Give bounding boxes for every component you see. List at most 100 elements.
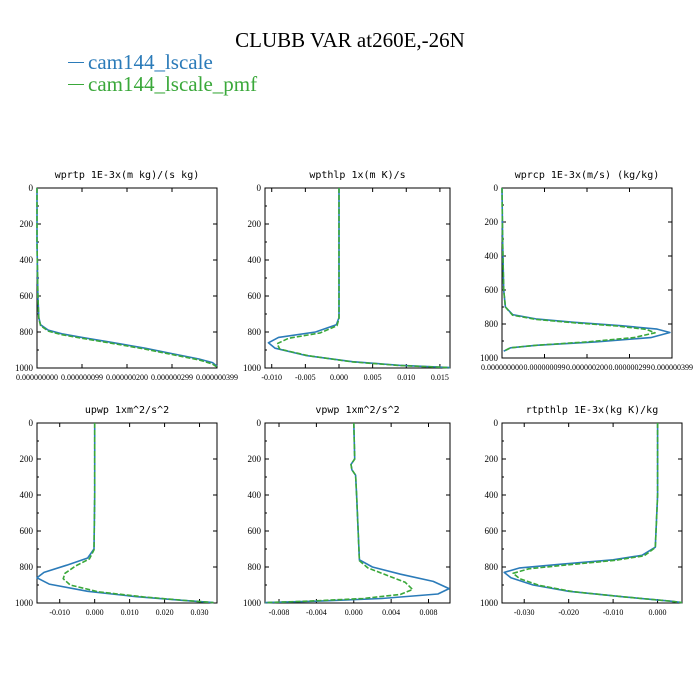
y-tick-label: 600 — [20, 291, 34, 301]
plot-frame — [264, 187, 451, 369]
series-line-lscale — [503, 423, 683, 604]
x-tick-label: -0.010 — [603, 608, 624, 617]
series-line-lscale-pmf — [276, 188, 451, 369]
y-tick-label: 0 — [257, 183, 262, 193]
legend-label-lscale: cam144_lscale — [88, 50, 213, 74]
chart-panel-2: wpthlp 1x(m K)/s 0 200 400 600 800 1000-0.010 -… — [243, 170, 451, 382]
y-tick-label: 400 — [20, 255, 34, 265]
chart-panel-4: upwp 1xm^2/s^2 0 200 400 600 800 1000 -0.010 0.0… — [15, 405, 218, 617]
y-tick-label: 1000 — [243, 363, 262, 373]
y-tick-label: 800 — [485, 562, 499, 572]
x-tick-label: 0.000000099 — [524, 363, 566, 372]
x-tick-label: 0.000000099 — [61, 373, 103, 382]
chart-title: upwp 1xm^2/s^2 — [85, 405, 169, 416]
y-tick-label: 1000 — [15, 598, 34, 608]
y-tick-label: 600 — [20, 526, 34, 536]
y-tick-label: 200 — [485, 217, 499, 227]
plot-frame — [501, 187, 673, 359]
x-tick-label: 0.000000399 — [196, 373, 238, 382]
chart-title: wprcp 1E-3x(m/s) (kg/kg) — [515, 170, 660, 181]
y-tick-label: 0 — [29, 418, 34, 428]
x-tick-label: 0.008 — [420, 608, 438, 617]
y-tick-label: 800 — [248, 327, 262, 337]
legend-entry-lscale: cam144_lscale — [68, 50, 213, 75]
y-tick-label: 0 — [29, 183, 34, 193]
series-line-lscale-pmf — [512, 423, 683, 604]
y-tick-label: 1000 — [243, 598, 262, 608]
x-tick-label: 0.000000399 — [651, 363, 693, 372]
x-tick-label: 0.000000299 — [151, 373, 193, 382]
x-tick-label: -0.010 — [261, 373, 282, 382]
legend-line-lscale-pmf — [68, 83, 84, 85]
x-tick-label: -0.010 — [49, 608, 70, 617]
x-tick-label: 0.000000299 — [609, 363, 651, 372]
y-tick-label: 800 — [20, 327, 34, 337]
chart-panel-6: rtpthlp 1E-3x(kg K)/kg 0 200 400 600 800 1000 -… — [480, 405, 683, 617]
x-tick-label: 0.000000000 — [16, 373, 58, 382]
y-tick-label: 400 — [485, 251, 499, 261]
plot-frame — [36, 187, 218, 369]
legend-entry-lscale-pmf: cam144_lscale_pmf — [68, 72, 257, 97]
y-tick-label: 400 — [485, 490, 499, 500]
series-line-lscale-pmf — [62, 423, 214, 604]
y-tick-label: 600 — [485, 526, 499, 536]
x-tick-label: 0.000000200 — [566, 363, 608, 372]
x-tick-label: 0.015 — [431, 373, 449, 382]
y-tick-label: 0 — [494, 183, 499, 193]
x-tick-label: 0.000 — [330, 373, 348, 382]
x-tick-label: -0.030 — [514, 608, 535, 617]
y-tick-label: 400 — [248, 255, 262, 265]
series-line-lscale-pmf — [36, 188, 218, 368]
y-tick-label: 1000 — [480, 353, 499, 363]
y-tick-label: 200 — [485, 454, 499, 464]
chart-panel-3: wprcp 1E-3x(m/s) (kg/kg) 0 200 400 600 800 100… — [480, 170, 693, 372]
y-tick-label: 200 — [248, 219, 262, 229]
x-tick-label: 0.000 — [86, 608, 104, 617]
x-tick-label: 0.030 — [191, 608, 209, 617]
y-tick-label: 200 — [248, 454, 262, 464]
x-tick-label: -0.008 — [269, 608, 290, 617]
y-tick-label: 1000 — [15, 363, 34, 373]
x-tick-label: -0.005 — [295, 373, 316, 382]
legend-label-lscale-pmf: cam144_lscale_pmf — [88, 72, 258, 96]
y-tick-label: 200 — [20, 454, 34, 464]
y-tick-label: 200 — [20, 219, 34, 229]
y-tick-label: 1000 — [480, 598, 499, 608]
x-tick-label: 0.000 — [345, 608, 363, 617]
legend-line-lscale — [68, 61, 84, 63]
x-tick-label: 0.010 — [121, 608, 139, 617]
y-tick-label: 400 — [248, 490, 262, 500]
x-tick-label: 0.004 — [382, 608, 400, 617]
series-line-lscale — [267, 188, 451, 369]
chart-panel-5: vpwp 1xm^2/s^2 0 200 400 600 800 1000 -0.008 -0.… — [243, 405, 451, 617]
x-tick-label: -0.020 — [558, 608, 579, 617]
chart-title: vpwp 1xm^2/s^2 — [315, 405, 399, 416]
y-tick-label: 600 — [248, 526, 262, 536]
y-tick-label: 800 — [20, 562, 34, 572]
x-tick-label: 0.000000000 — [481, 363, 523, 372]
y-tick-label: 0 — [257, 418, 262, 428]
y-tick-label: 800 — [248, 562, 262, 572]
series-line-lscale — [501, 187, 671, 352]
series-line-lscale-pmf — [501, 187, 656, 352]
chart-title: wprtp 1E-3x(m kg)/(s kg) — [55, 170, 200, 181]
y-tick-label: 0 — [494, 418, 499, 428]
x-tick-label: 0.000000200 — [106, 373, 148, 382]
x-tick-label: 0.000 — [649, 608, 667, 617]
chart-panel-1: wprtp 1E-3x(m kg)/(s kg) 0 200 400 600 800 100… — [15, 170, 238, 382]
x-tick-label: 0.020 — [156, 608, 174, 617]
y-tick-label: 600 — [485, 285, 499, 295]
x-tick-label: -0.004 — [306, 608, 327, 617]
series-line-lscale — [36, 188, 218, 367]
y-tick-label: 600 — [248, 291, 262, 301]
y-tick-label: 800 — [485, 319, 499, 329]
chart-title: wpthlp 1x(m K)/s — [309, 170, 405, 181]
x-tick-label: 0.010 — [397, 373, 415, 382]
x-tick-label: 0.005 — [364, 373, 382, 382]
plot-frame — [501, 422, 683, 604]
chart-title: rtpthlp 1E-3x(kg K)/kg — [526, 405, 658, 416]
figure-title: CLUBB VAR at260E,-26N — [235, 28, 465, 52]
y-tick-label: 400 — [20, 490, 34, 500]
series-line-lscale-pmf — [264, 422, 414, 604]
